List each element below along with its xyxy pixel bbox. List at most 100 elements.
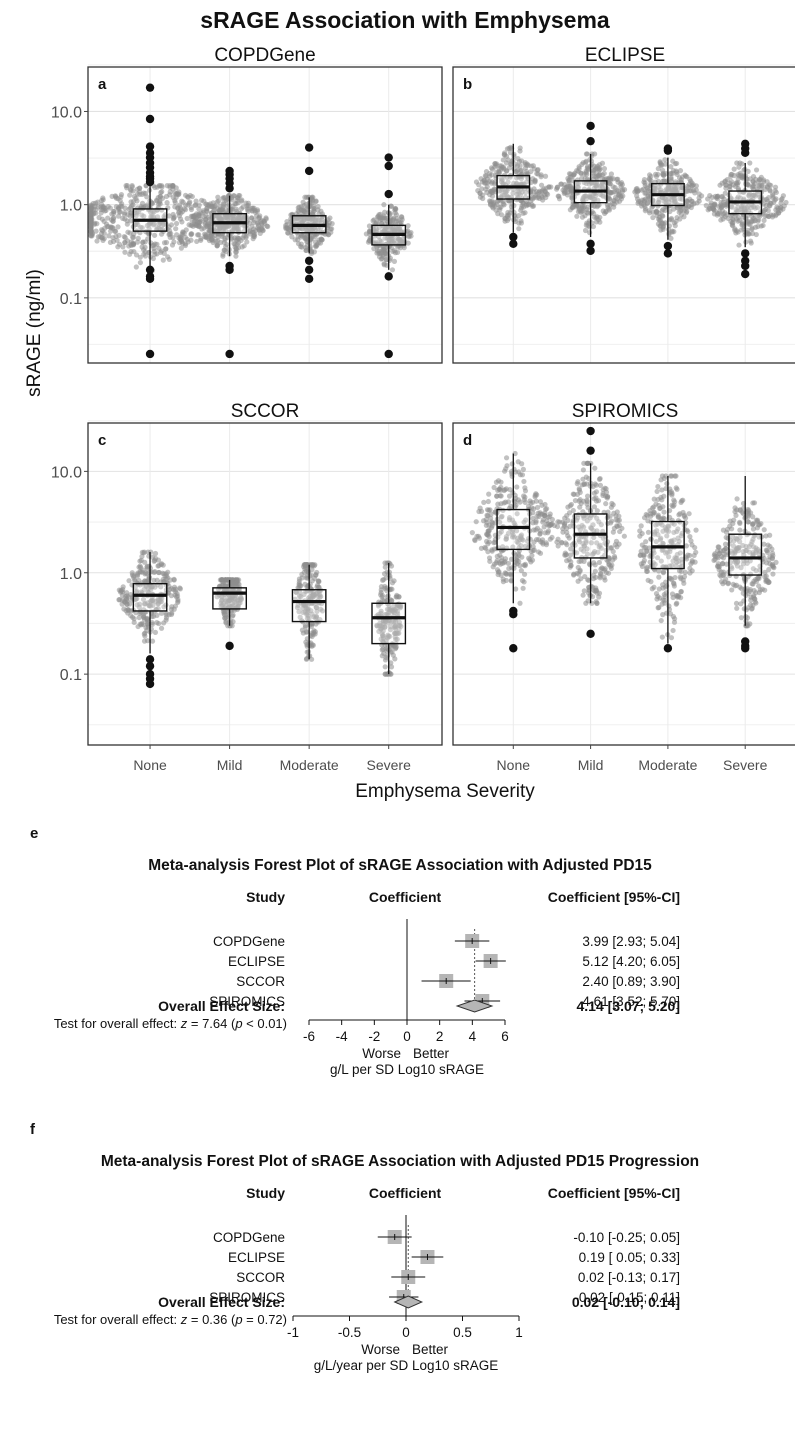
data-point [166, 213, 172, 219]
data-point [106, 223, 112, 230]
data-point [129, 184, 135, 190]
outlier-point [509, 644, 518, 653]
data-point [152, 568, 158, 575]
data-point [193, 202, 199, 208]
data-point [662, 220, 668, 226]
data-point [601, 166, 608, 172]
data-point [749, 581, 755, 587]
x-tick-label: 0 [402, 1325, 410, 1340]
data-point [634, 193, 640, 199]
data-point [569, 173, 575, 180]
data-point [476, 182, 482, 188]
data-point [303, 656, 310, 662]
outlier-point [741, 249, 750, 258]
data-point [661, 493, 667, 499]
data-point [89, 203, 95, 209]
data-point [477, 190, 483, 196]
data-point [530, 515, 536, 522]
data-point [511, 166, 517, 172]
data-point [138, 224, 144, 231]
data-point [122, 249, 128, 255]
data-point [516, 226, 522, 232]
data-point [570, 507, 576, 514]
data-point [633, 186, 639, 192]
data-point [496, 168, 502, 174]
data-point [646, 210, 653, 216]
data-point [745, 605, 751, 611]
data-point [381, 261, 387, 267]
data-point [154, 612, 160, 618]
overall-test-text: Test for overall effect: z = 7.64 (p < 0… [54, 1016, 287, 1031]
panel-title: SPIROMICS [572, 401, 679, 422]
data-point [307, 581, 313, 587]
data-point [759, 182, 765, 188]
data-point [668, 178, 674, 184]
data-point [493, 207, 499, 213]
data-point [175, 598, 181, 604]
data-point [316, 578, 322, 584]
data-point [650, 511, 656, 517]
data-point [106, 233, 112, 239]
panel-border [87, 66, 443, 364]
data-point [146, 226, 152, 232]
data-point [397, 220, 403, 226]
data-point [750, 500, 756, 506]
panel-letter: f [30, 1121, 36, 1138]
data-point [685, 529, 691, 535]
data-point [128, 218, 134, 224]
data-point [736, 164, 742, 170]
data-point [389, 586, 395, 592]
panel-letter: d [463, 432, 472, 449]
data-point [645, 192, 651, 199]
data-point [405, 223, 411, 229]
data-point [574, 213, 580, 219]
x-axis-label: Emphysema Severity [355, 781, 535, 802]
data-point [766, 557, 772, 563]
data-point [712, 551, 718, 557]
data-point [303, 247, 309, 254]
data-point [580, 467, 586, 473]
data-point [662, 157, 668, 163]
data-point [137, 191, 143, 198]
y-tick-label: 10.0 [51, 464, 82, 481]
data-point [486, 491, 492, 497]
data-point [747, 160, 753, 166]
data-point [681, 580, 687, 586]
data-point [265, 223, 271, 230]
data-point [216, 207, 222, 214]
data-point [152, 557, 158, 564]
data-point [482, 544, 488, 551]
data-point [151, 248, 157, 254]
data-point [668, 217, 675, 223]
outlier-point [304, 274, 314, 284]
data-point [597, 172, 603, 178]
data-point [718, 217, 724, 223]
data-point [568, 559, 574, 565]
data-point [202, 219, 208, 225]
data-point [736, 242, 742, 248]
data-point [127, 205, 134, 211]
data-point [134, 239, 141, 245]
data-point [170, 183, 176, 189]
data-point [303, 639, 309, 645]
data-point [594, 508, 600, 514]
data-point [673, 485, 679, 491]
data-point [179, 238, 185, 245]
data-point [88, 212, 94, 218]
data-point [531, 547, 537, 553]
data-point [170, 234, 176, 241]
data-point [233, 253, 239, 259]
data-point [715, 210, 722, 217]
study-name: COPDGene [213, 1230, 285, 1245]
data-point [391, 578, 397, 584]
data-point [240, 204, 246, 210]
data-point [511, 153, 517, 159]
data-point [575, 168, 581, 174]
outlier-point [586, 121, 595, 131]
data-point [210, 208, 216, 215]
data-point [655, 605, 661, 611]
data-point [505, 179, 511, 185]
data-point [706, 205, 713, 211]
data-point [655, 513, 661, 520]
box [496, 508, 531, 551]
